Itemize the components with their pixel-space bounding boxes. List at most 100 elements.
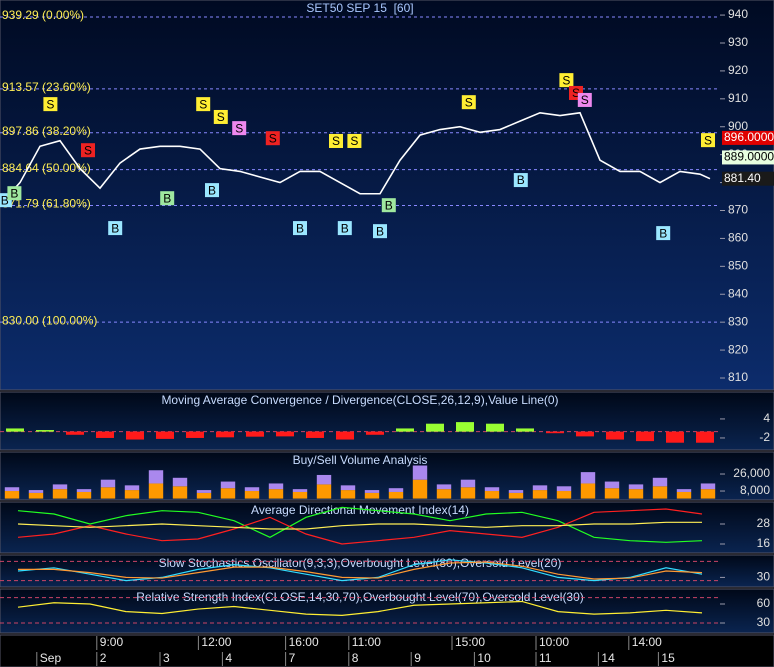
- bar: [606, 431, 624, 440]
- signal-marker: [205, 183, 219, 198]
- series-line: [17, 600, 703, 617]
- panel-title: Average Directional Movement Index(14): [251, 503, 469, 517]
- signal-label: B: [385, 198, 393, 212]
- signal-marker: [160, 191, 175, 206]
- signal-label: B: [208, 183, 216, 197]
- y-tick-label: 28: [757, 516, 771, 530]
- bar: [316, 484, 332, 499]
- signal-marker: [265, 131, 280, 146]
- signal-label: S: [46, 97, 54, 111]
- signal-label: S: [199, 97, 207, 111]
- signal-label: S: [332, 134, 340, 148]
- signal-label: B: [111, 221, 119, 235]
- signal-marker: [7, 186, 22, 201]
- fib-label: 913.57 (23.60%): [2, 80, 91, 94]
- price-tag: [722, 171, 774, 186]
- signal-label: S: [465, 95, 473, 109]
- bar: [580, 472, 596, 484]
- bar: [4, 487, 20, 492]
- bar: [268, 489, 284, 499]
- x-axis-background: [0, 634, 774, 667]
- signal-label: B: [659, 226, 667, 240]
- signal-label: S: [217, 110, 225, 124]
- bar: [306, 431, 324, 438]
- fib-label: 830.00 (100.00%): [2, 313, 97, 327]
- signal-marker: [232, 121, 247, 136]
- bar: [4, 491, 20, 499]
- y-tick-label: 30: [757, 615, 771, 629]
- x-tick-label: 9: [414, 651, 421, 665]
- bar: [52, 484, 68, 490]
- bar: [364, 490, 380, 493]
- bar: [196, 490, 212, 493]
- panel-background: [0, 554, 774, 588]
- signal-marker: [43, 97, 58, 112]
- bar: [546, 431, 564, 434]
- bar: [172, 477, 188, 487]
- bar: [676, 489, 692, 492]
- bar: [292, 491, 308, 499]
- x-tick-label: 14:00: [632, 635, 662, 649]
- bar: [652, 486, 668, 499]
- bar: [124, 490, 140, 499]
- bar: [316, 474, 332, 485]
- price-tag-label: 889.0000: [724, 150, 774, 164]
- signal-marker: [329, 133, 343, 148]
- bar: [460, 479, 476, 488]
- signal-marker: [373, 224, 387, 239]
- bar: [216, 431, 234, 438]
- signal-marker: [196, 97, 211, 112]
- bar: [484, 491, 500, 499]
- bar: [700, 483, 716, 490]
- bar: [292, 489, 308, 492]
- bar: [486, 423, 504, 432]
- series-line: [17, 521, 702, 530]
- bar: [244, 491, 260, 499]
- bar: [340, 490, 356, 499]
- bar: [388, 491, 404, 499]
- signal-marker: [577, 92, 592, 107]
- bar: [396, 428, 414, 432]
- bar: [436, 484, 452, 490]
- bar: [28, 490, 44, 493]
- bar: [66, 431, 84, 435]
- bar: [412, 479, 428, 499]
- bar: [460, 487, 476, 499]
- panel-background: [0, 0, 774, 391]
- y-tick-label: 8,000: [740, 483, 770, 497]
- bar: [508, 492, 524, 499]
- bar: [366, 431, 384, 435]
- y-tick-label: 900: [728, 119, 748, 133]
- bar: [100, 487, 116, 499]
- signal-label: B: [10, 186, 18, 200]
- bar: [220, 481, 236, 489]
- signal-marker: [559, 73, 574, 88]
- bar: [172, 486, 188, 499]
- x-tick-label: 8: [352, 651, 359, 665]
- signal-marker: [701, 133, 715, 148]
- signal-marker: [0, 193, 12, 208]
- y-tick-label: 930: [728, 35, 748, 49]
- x-tick-label: 11: [539, 651, 552, 665]
- x-tick-label: 16:00: [289, 635, 319, 649]
- signal-marker: [337, 221, 352, 236]
- bar: [508, 490, 524, 493]
- bar: [412, 465, 428, 480]
- x-tick-label: Sep: [40, 651, 62, 665]
- price-tag-label: 896.0000: [724, 130, 774, 144]
- y-tick-label: -2: [759, 430, 770, 444]
- bar: [244, 487, 260, 492]
- bar: [426, 423, 444, 432]
- price-tag: [722, 150, 774, 165]
- bar: [532, 485, 548, 491]
- panel-background: [0, 588, 774, 634]
- y-tick-label: 16: [757, 536, 771, 550]
- bar: [388, 488, 404, 492]
- y-tick-label: 26,000: [733, 466, 770, 480]
- signal-label: S: [269, 131, 277, 145]
- x-tick-label: 4: [225, 651, 232, 665]
- signal-label: B: [517, 173, 525, 187]
- signal-label: S: [235, 121, 243, 135]
- bar: [196, 492, 212, 499]
